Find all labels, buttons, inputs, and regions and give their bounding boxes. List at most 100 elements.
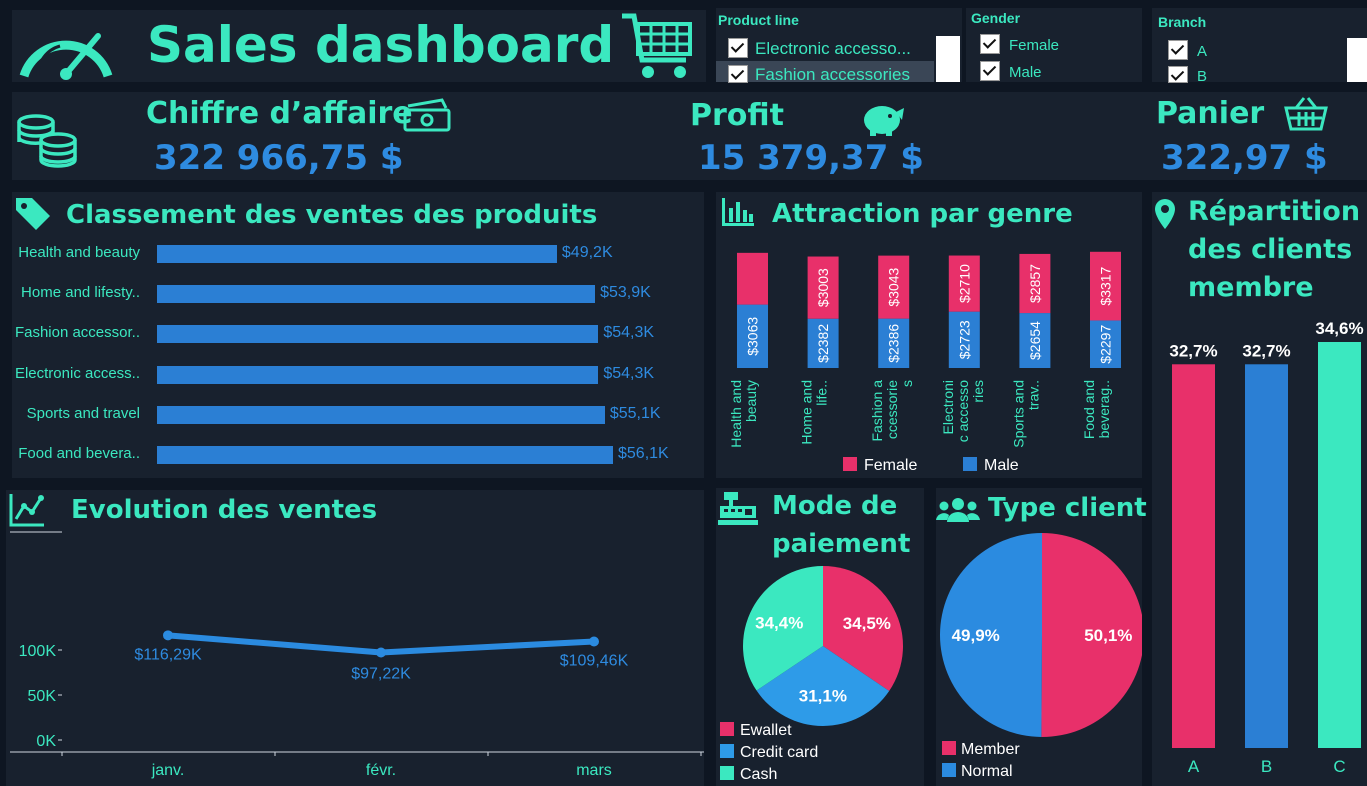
member-bar-category: B	[1261, 757, 1272, 776]
gender-option-male[interactable]: Male	[1009, 64, 1042, 81]
sales-point-label: $97,22K	[351, 666, 411, 683]
users-icon	[936, 498, 980, 522]
gender-label-male: $2654	[1027, 321, 1043, 360]
member-bar-a	[1172, 364, 1215, 748]
product-bar-label: Home and lifesty..	[21, 284, 140, 302]
x-tick-label: mars	[576, 762, 612, 779]
gender-option-female[interactable]: Female	[1009, 37, 1060, 54]
gender-label-female: $3043	[886, 267, 902, 306]
product-bar	[157, 365, 599, 384]
client-type-slice-label: 50,1%	[1084, 626, 1132, 645]
branch-checkbox-b[interactable]	[1168, 66, 1188, 83]
product-line-option-1[interactable]: Electronic accesso...	[755, 39, 911, 58]
gender-bar-male	[1019, 313, 1051, 368]
x-tick-label: janv.	[151, 762, 185, 779]
client-type-slice	[1041, 533, 1142, 737]
member-bar-c	[1318, 342, 1361, 748]
tag-icon	[16, 198, 50, 230]
kpi-panier-value: 322,97 $	[1161, 138, 1328, 178]
gender-checkbox-female[interactable]	[980, 34, 1000, 54]
payment-slice-label: 34,5%	[843, 614, 891, 633]
product-line-option-2[interactable]: Fashion accessories	[755, 65, 910, 82]
gender-category-label: ccessorie	[884, 380, 900, 439]
sales-point	[163, 630, 173, 641]
legend-male-label: Male	[984, 457, 1019, 474]
members-bar-chart: 32,7% A 32,7% B 34,6% C	[1169, 319, 1363, 776]
gender-filter-title: Gender	[971, 10, 1021, 26]
member-bar-category: C	[1333, 757, 1345, 776]
y-tick-label: 50K	[28, 688, 57, 705]
branch-filter-title: Branch	[1158, 14, 1207, 30]
x-tick-label: févr.	[366, 762, 396, 779]
branch-option-b[interactable]: B	[1197, 68, 1208, 82]
gender-bar-female	[948, 255, 980, 312]
members-title-line-2: des clients	[1188, 234, 1353, 265]
gender-category-label: beauty	[743, 380, 759, 422]
client-type-pie-chart: 50,1% 49,9% Member Normal	[939, 533, 1142, 780]
payment-legend-swatch	[720, 766, 734, 780]
product-bar-value: $54,3K	[603, 324, 655, 342]
cash-register-icon	[718, 492, 758, 525]
evolution-panel: Evolution des ventes 0K 50K 100K $116,29K ja…	[6, 490, 704, 786]
member-bar-category: A	[1188, 757, 1200, 776]
kpi-panier-label: Panier	[1156, 96, 1265, 131]
gender-bar-female	[878, 255, 910, 319]
kpi-ca-value: 322 966,75 $	[154, 138, 404, 178]
payment-pie-chart: 34,5% 31,1% 34,4% Ewallet Credit card Cash	[720, 566, 903, 783]
product-bar	[157, 285, 596, 304]
payment-legend-swatch	[720, 722, 734, 736]
gender-label-male: $2723	[956, 320, 972, 359]
gender-bar-male	[1090, 320, 1121, 368]
members-panel: Répartition des clients membre 32,7% A 32,…	[1152, 192, 1367, 786]
payment-slice	[756, 646, 890, 726]
gender-chart-panel: Attraction par genre $3063 Health and beau…	[716, 192, 1142, 478]
product-bar-label: Sports and travel	[26, 404, 140, 422]
product-bar-label: Health and beauty	[18, 244, 140, 261]
product-bar-label: Electronic access..	[14, 364, 140, 382]
client-type-slice-label: 49,9%	[952, 626, 1000, 645]
gender-label-female: $3317	[1098, 266, 1114, 305]
gender-bar-male	[948, 311, 980, 368]
gender-category-label: Home and	[799, 380, 815, 445]
branch-option-a[interactable]: A	[1197, 43, 1208, 60]
member-bar-value: 34,6%	[1315, 319, 1363, 338]
members-title-line-1: Répartition	[1188, 196, 1361, 227]
cart-icon	[622, 13, 692, 78]
gender-label-female: $2710	[956, 264, 972, 303]
gender-bar-male	[737, 304, 768, 368]
branch-checkbox-a[interactable]	[1168, 40, 1188, 60]
sales-point-label: $116,29K	[134, 646, 202, 663]
product-line-checkbox-2[interactable]	[728, 65, 748, 83]
y-tick-label: 0K	[36, 733, 56, 750]
sales-point	[376, 647, 386, 658]
payment-legend-swatch	[720, 744, 734, 758]
gender-filter: Gender Female Male	[966, 8, 1142, 82]
kpi-profit-value: 15 379,37 $	[698, 138, 924, 178]
product-line-filter: Product line Electronic accesso... Fashi…	[716, 8, 962, 83]
gender-bar-female	[1019, 253, 1051, 314]
client-type-title: Type client	[988, 493, 1147, 523]
product-ranking-title: Classement des ventes des produits	[66, 200, 598, 230]
gender-checkbox-male[interactable]	[980, 61, 1000, 81]
kpi-profit-label: Profit	[690, 98, 784, 133]
client-type-legend-label: Member	[961, 741, 1020, 758]
gender-bar-female	[807, 256, 839, 319]
legend-male-swatch	[963, 457, 977, 471]
client-type-slice	[939, 533, 1042, 737]
legend-female-swatch	[843, 457, 857, 471]
payment-slice	[823, 566, 903, 691]
client-type-legend-swatch	[942, 763, 956, 777]
branch-scrollbar[interactable]	[1347, 38, 1367, 82]
piggy-bank-icon	[864, 106, 904, 136]
gender-bar-female	[737, 252, 768, 305]
basket-icon	[1284, 97, 1328, 131]
gender-category-label: trav..	[1025, 380, 1041, 410]
evolution-line-chart: 0K 50K 100K $116,29K janv. $97,22K févr. $109,4…	[10, 531, 704, 779]
product-line-filter-title: Product line	[718, 12, 799, 28]
branch-filter: Branch A B	[1152, 8, 1367, 83]
member-bar-value: 32,7%	[1242, 341, 1290, 360]
payment-legend-label: Credit card	[740, 744, 818, 761]
payment-legend-label: Cash	[740, 766, 777, 783]
product-line-checkbox-1[interactable]	[728, 38, 748, 58]
product-line-scrollbar[interactable]	[936, 36, 960, 82]
